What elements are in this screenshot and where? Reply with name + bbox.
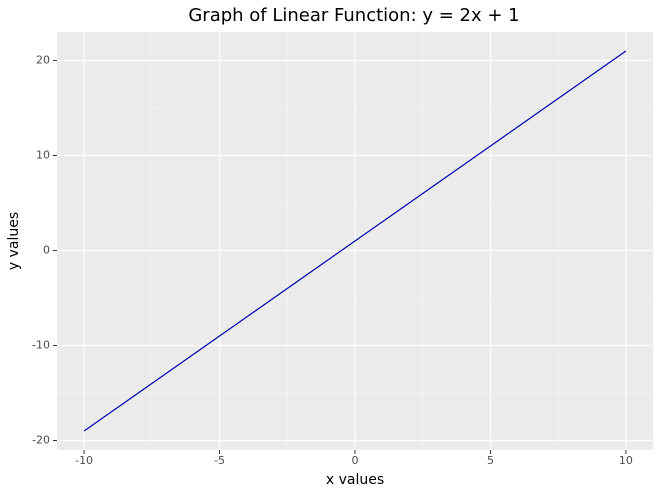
- x-tick-label: 10: [619, 454, 633, 467]
- x-tick-label: -5: [214, 454, 225, 467]
- marks: [83, 50, 627, 432]
- y-tick-label: 0: [43, 244, 50, 257]
- x-tick-label: -10: [75, 454, 93, 467]
- y-axis-title: y values: [6, 212, 22, 270]
- x-tick-label: 5: [487, 454, 494, 467]
- grid: [57, 32, 653, 450]
- x-tick-label: 0: [352, 454, 359, 467]
- x-axis-title: x values: [326, 472, 384, 488]
- y-tick-label: 20: [36, 54, 50, 67]
- chart-title: Graph of Linear Function: y = 2x + 1: [188, 5, 519, 26]
- line: [83, 50, 627, 432]
- y-tick-label: 10: [36, 149, 50, 162]
- y-tick-label: -20: [32, 434, 50, 447]
- y-tick-label: -10: [32, 339, 50, 352]
